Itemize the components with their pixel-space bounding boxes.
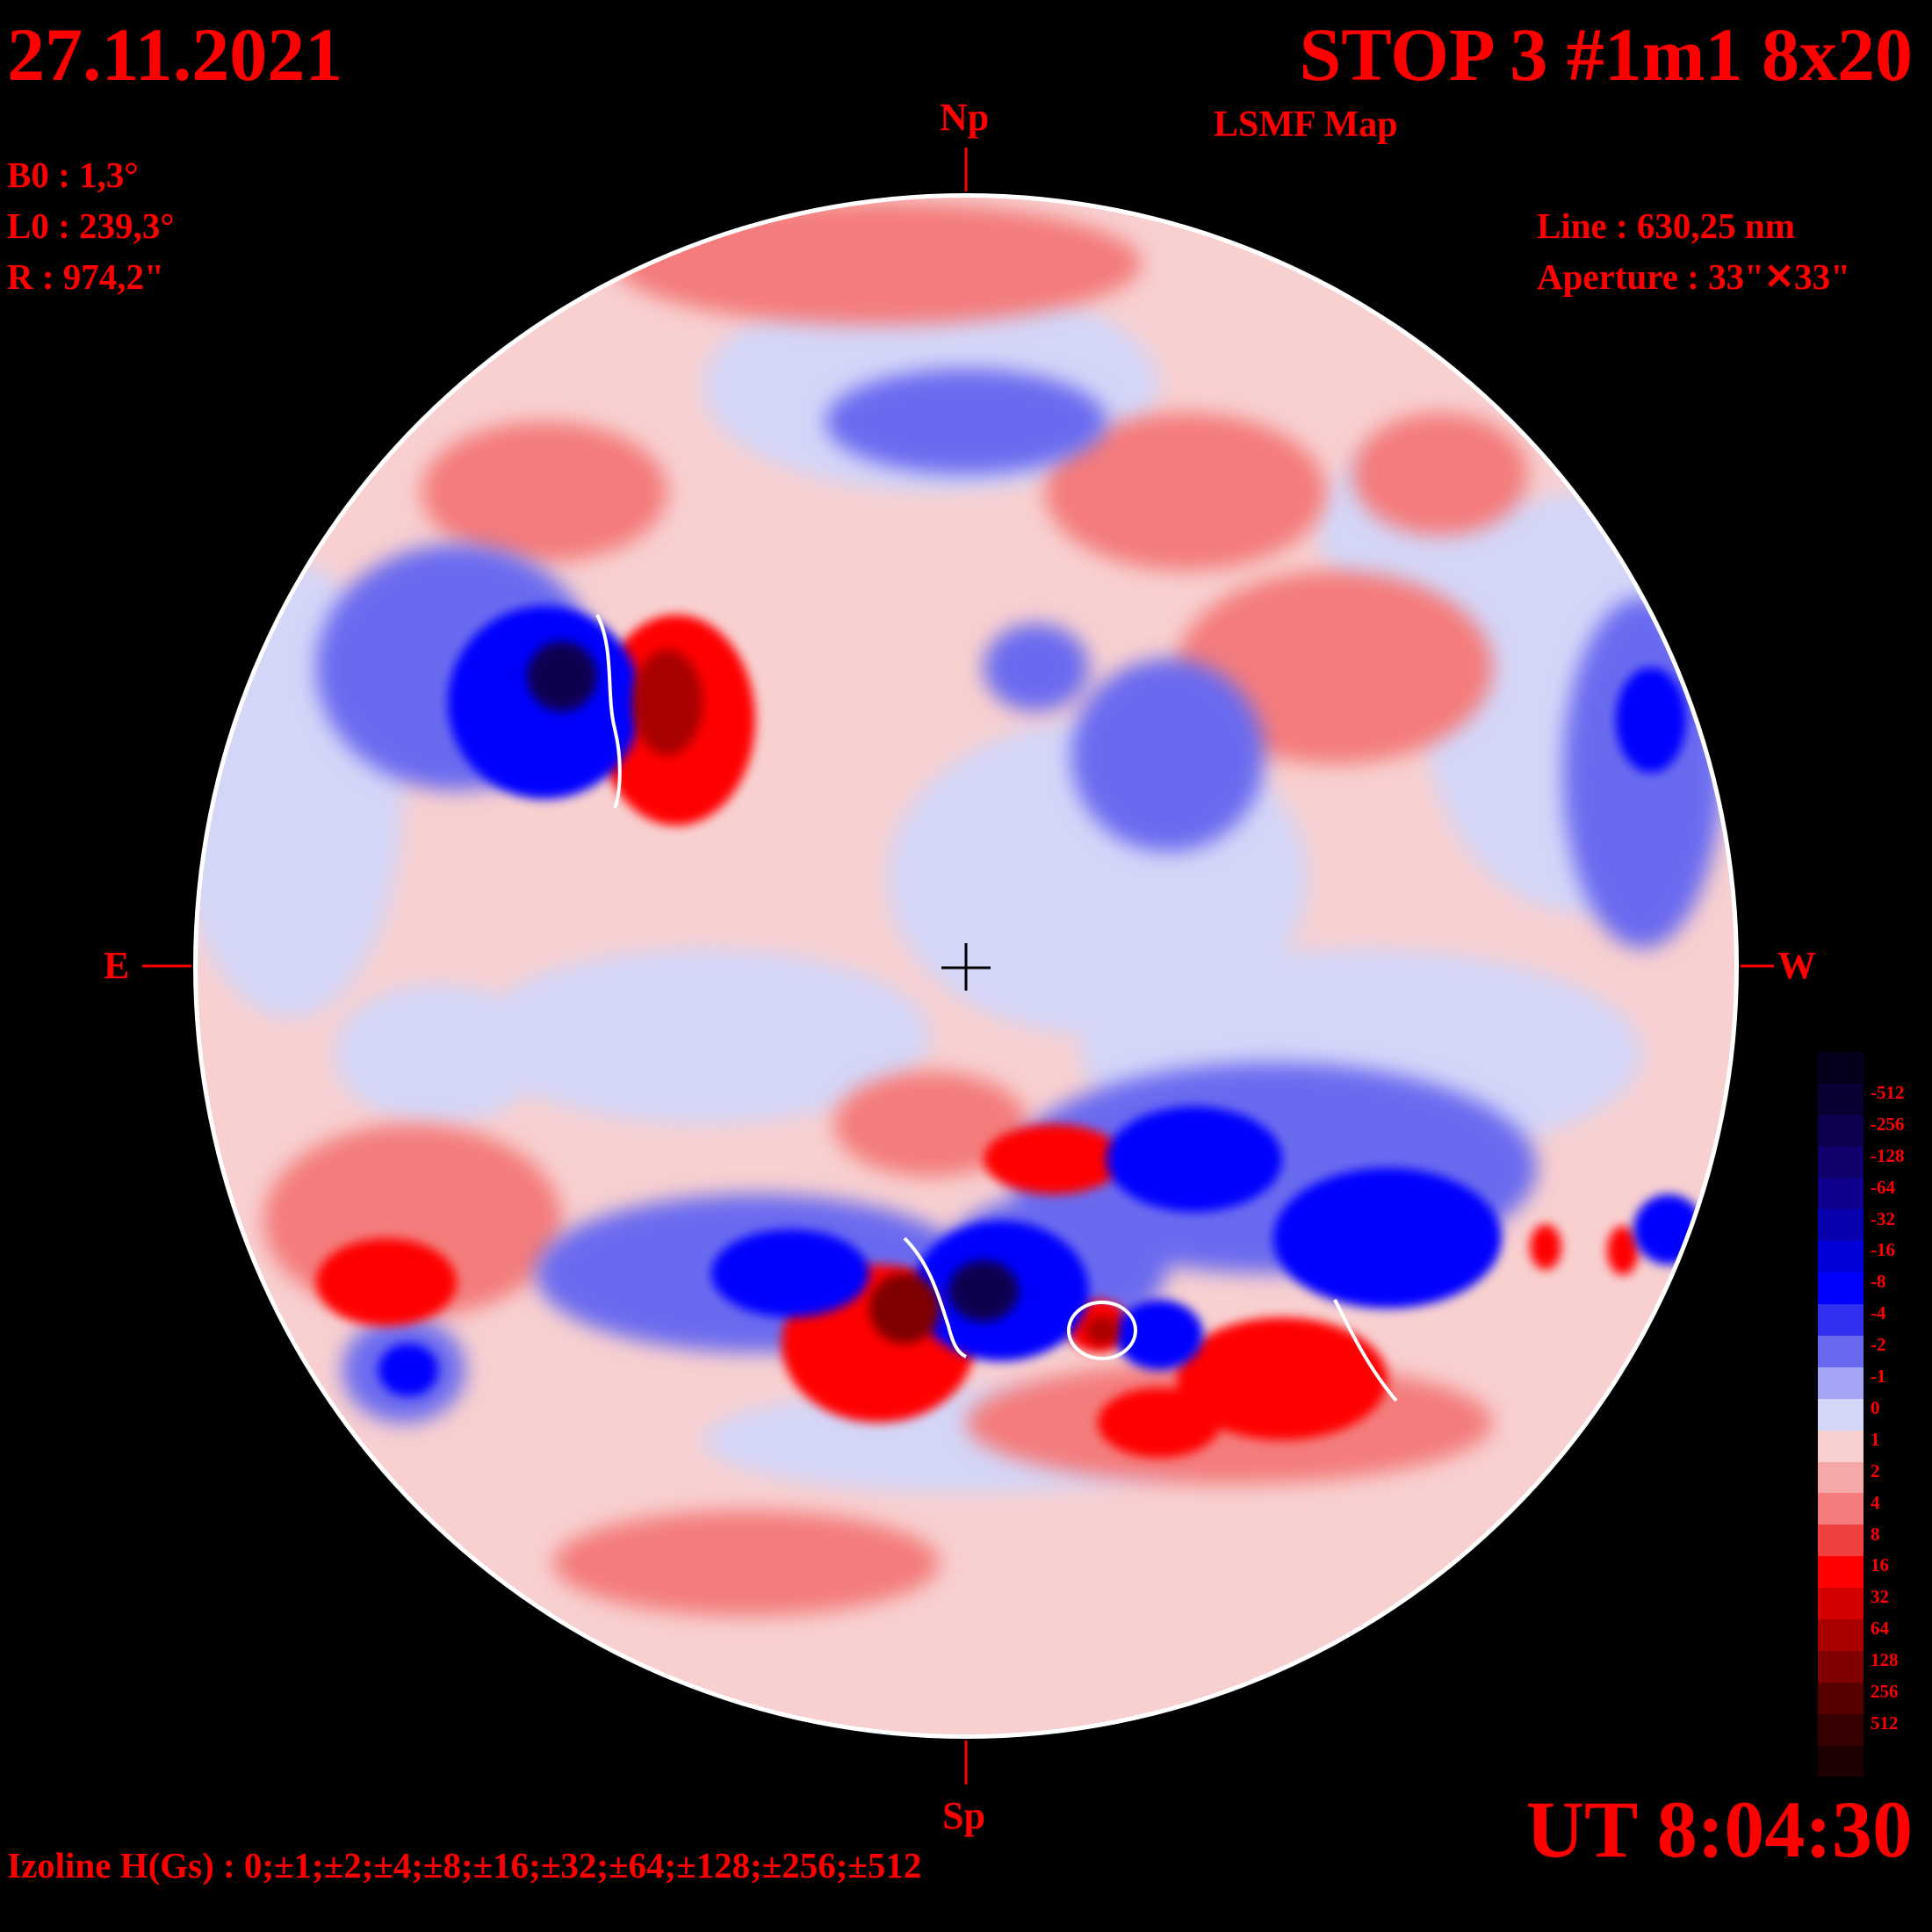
north-pole-label: Np (940, 96, 990, 139)
west-label: W (1777, 944, 1816, 987)
universal-time: UT 8:04:30 (1525, 1784, 1913, 1874)
l0-value: L0 : 239,3° (7, 205, 175, 246)
legend-label: 0 (1871, 1396, 1880, 1418)
legend-color-cell (1818, 1430, 1864, 1462)
legend-color-cell (1818, 1588, 1864, 1620)
legend-color-cell (1818, 1178, 1864, 1210)
legend-color-cell (1818, 1083, 1864, 1115)
center-crosshair (941, 943, 991, 991)
south-pole-label: Sp (942, 1794, 985, 1837)
observation-parameters: Line : 630,25 nm Aperture : 33"✕33" (1537, 200, 1850, 302)
legend-color-cell (1818, 1336, 1864, 1367)
observation-date: 27.11.2021 (7, 12, 343, 97)
legend-label: -2 (1871, 1334, 1886, 1356)
b0-value: B0 : 1,3° (7, 155, 139, 195)
legend-color-cell (1818, 1272, 1864, 1305)
legend-label: 16 (1871, 1554, 1889, 1576)
legend-color-cell (1818, 1209, 1864, 1242)
east-label: E (104, 944, 130, 987)
cardinal-ticks (142, 148, 1774, 1784)
legend-color-cell (1818, 1366, 1864, 1399)
legend-label: 64 (1871, 1618, 1889, 1640)
izoline-levels: Izoline H(Gs) : 0;±1;±2;±4;±8;±16;±32;±6… (7, 1845, 922, 1885)
legend-color-cell (1818, 1146, 1864, 1179)
legend-color-cell (1818, 1650, 1864, 1683)
legend-label: -64 (1871, 1176, 1895, 1198)
legend-label: 1 (1871, 1428, 1880, 1450)
legend-color-cell (1818, 1556, 1864, 1589)
color-legend-bar (1818, 1052, 1864, 1777)
legend-label: -32 (1871, 1208, 1895, 1229)
legend-color-cell (1818, 1114, 1864, 1147)
radius-value: R : 974,2" (7, 256, 164, 297)
legend-label: 128 (1871, 1649, 1899, 1671)
legend-color-cell (1818, 1525, 1864, 1557)
legend-color-cell (1818, 1493, 1864, 1525)
legend-label: 8 (1871, 1523, 1880, 1545)
legend-label: -16 (1871, 1239, 1895, 1261)
legend-label: 4 (1871, 1491, 1880, 1513)
legend-color-cell (1818, 1398, 1864, 1431)
legend-label: -8 (1871, 1271, 1886, 1293)
legend-label: -128 (1871, 1144, 1905, 1166)
legend-label: 256 (1871, 1681, 1899, 1702)
legend-color-cell (1818, 1682, 1864, 1714)
legend-label: -1 (1871, 1366, 1886, 1387)
legend-color-cell (1818, 1052, 1864, 1084)
line-value: Line : 630,25 nm (1537, 205, 1795, 246)
legend-color-cell (1818, 1619, 1864, 1651)
map-title: STOP 3 #1m1 8x20 (1299, 12, 1913, 97)
legend-color-cell (1818, 1713, 1864, 1746)
legend-label: -4 (1871, 1302, 1886, 1324)
legend-color-cell (1818, 1745, 1864, 1777)
legend-color-cell (1818, 1304, 1864, 1337)
legend-label: -512 (1871, 1081, 1905, 1103)
legend-label: 512 (1871, 1712, 1899, 1734)
aperture-value: Aperture : 33"✕33" (1537, 256, 1850, 297)
legend-label: 32 (1871, 1586, 1889, 1608)
legend-label: 2 (1871, 1460, 1880, 1481)
solar-parameters: B0 : 1,3° L0 : 239,3° R : 974,2" (7, 149, 175, 302)
map-subtitle: LSMF Map (1214, 105, 1398, 145)
legend-label: -256 (1871, 1113, 1905, 1135)
legend-color-cell (1818, 1241, 1864, 1273)
legend-color-cell (1818, 1461, 1864, 1494)
